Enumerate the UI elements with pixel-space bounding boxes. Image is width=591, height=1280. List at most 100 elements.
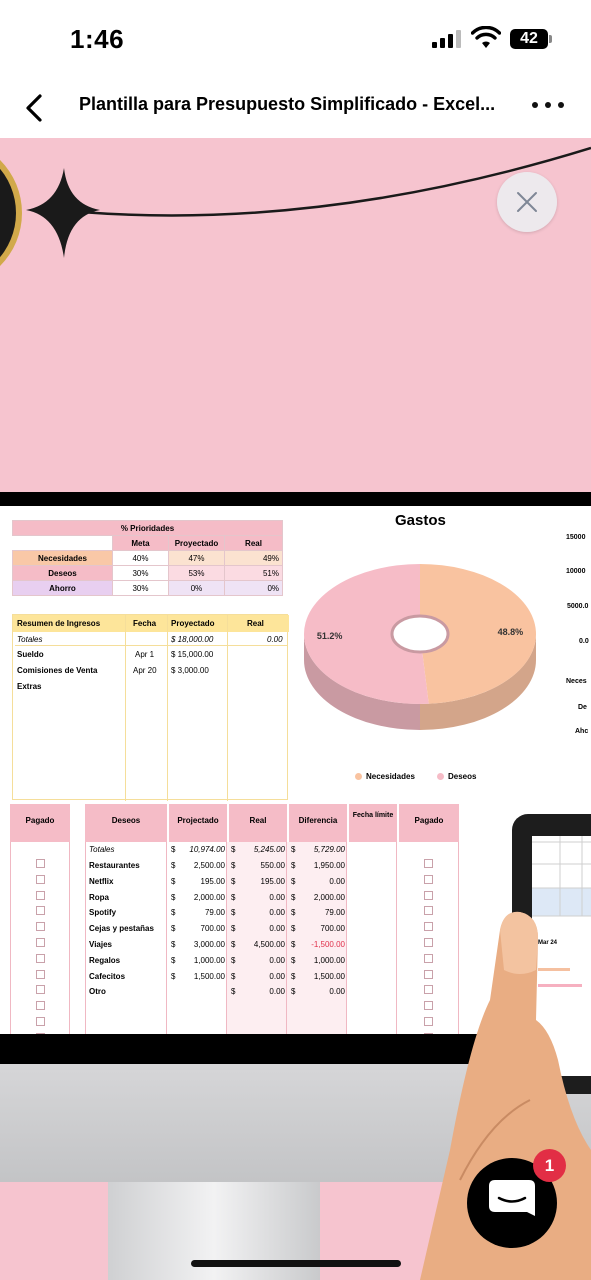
chat-icon (489, 1180, 535, 1216)
gastos-pie-chart: 48.8% 51.2% (304, 564, 537, 730)
decorative-star-line (26, 146, 591, 258)
back-chevron-icon[interactable] (20, 90, 48, 126)
paid-checkbox[interactable] (36, 1001, 45, 1011)
product-image: % Prioridades Meta Proyectado Real Neces… (0, 138, 591, 1280)
paid-checkbox[interactable] (424, 953, 433, 963)
nav-bar: Plantilla para Presupuesto Simplificado … (0, 80, 591, 138)
income-totals-real: 0.00 (267, 635, 283, 644)
table-row: Necesidades 40% 47% 49% (12, 550, 283, 566)
chat-notification-badge: 1 (533, 1149, 566, 1182)
axis-tick: 15000 (566, 534, 586, 541)
wish-row-label: Netflix (89, 876, 114, 886)
currency-symbol: $ (171, 955, 176, 965)
paid-checkbox[interactable] (424, 1017, 433, 1026)
paid-checkbox[interactable] (424, 938, 433, 947)
currency-symbol: $ (171, 940, 176, 949)
priorities-header-meta: Meta (112, 535, 169, 551)
header-label: Diferencia (298, 816, 338, 825)
axis-category: Ahc (575, 728, 589, 735)
more-options-icon[interactable] (530, 98, 566, 112)
wish-row-diff: 79.00 (324, 908, 345, 918)
wish-row-label: Otro (89, 987, 106, 997)
wish-row-proj: 195.00 (200, 876, 225, 886)
wish-row-diff: 1,950.00 (313, 861, 345, 870)
priority-real: 51% (224, 565, 283, 581)
axis-category: De (578, 704, 587, 711)
paid-checkbox[interactable] (424, 969, 433, 979)
chart-title: Gastos (395, 512, 446, 529)
paid-checkbox[interactable] (36, 985, 45, 995)
paid-checkbox[interactable] (424, 906, 433, 916)
currency-symbol: $ (231, 845, 236, 854)
wish-row-real: 0.00 (269, 955, 285, 965)
currency-symbol: $ (171, 861, 176, 870)
header-label: Fecha límite (352, 812, 394, 819)
income-row-fecha: Apr 20 (133, 666, 157, 675)
paid-checkbox[interactable] (424, 922, 433, 932)
wishes-totals-diff: 5,729.00 (313, 845, 345, 854)
wish-row-real: 0.00 (269, 971, 285, 981)
currency-symbol: $ (231, 924, 236, 934)
currency-symbol: $ (231, 971, 236, 981)
wish-row-diff: 1,500.00 (313, 971, 345, 981)
paid-checkbox[interactable] (424, 1032, 433, 1034)
paid-checkbox[interactable] (36, 874, 45, 884)
wish-row-real: 0.00 (269, 908, 285, 918)
status-bar: 1:46 42 (0, 0, 591, 80)
paid-checkbox[interactable] (36, 1032, 45, 1034)
wishes-totals-proj: 10,974.00 (189, 845, 225, 854)
monitor: % Prioridades Meta Proyectado Real Neces… (0, 492, 591, 1064)
currency-symbol: $ (291, 876, 296, 886)
paid-checkbox[interactable] (36, 1017, 45, 1026)
wishes-header-deseos: Deseos (85, 804, 167, 842)
paid-checkbox[interactable] (424, 859, 433, 868)
currency-symbol: $ (291, 924, 296, 934)
wish-row-proj: 1,500.00 (193, 971, 225, 981)
pie-hole (390, 614, 450, 654)
paid-checkbox[interactable] (36, 938, 45, 947)
wishes-header-proj: Projectado (169, 804, 227, 842)
currency-symbol: $ (291, 955, 296, 965)
currency-symbol: $ (231, 955, 236, 965)
currency-symbol: $ (291, 987, 296, 997)
wish-row-proj: 700.00 (200, 924, 225, 934)
priority-proyectado: 53% (168, 565, 225, 581)
wish-row-diff: 0.00 (329, 987, 345, 997)
wish-row-diff: -1,500.00 (311, 940, 345, 949)
wishes-totals-label: Totales (89, 845, 115, 854)
wifi-icon (471, 26, 501, 48)
paid-checkbox[interactable] (36, 922, 45, 932)
page-title: Plantilla para Presupuesto Simplificado … (79, 94, 496, 114)
income-header: Resumen de Ingresos Fecha Proyectado Rea… (13, 615, 289, 632)
currency-symbol: $ (171, 971, 176, 981)
close-button[interactable] (497, 172, 557, 232)
paid-checkbox[interactable] (424, 985, 433, 995)
currency-symbol: $ (171, 892, 176, 902)
currency-symbol: $ (291, 892, 296, 902)
table-row: Deseos 30% 53% 51% (12, 565, 283, 581)
currency-symbol: $ (171, 845, 176, 854)
paid-checkbox[interactable] (424, 874, 433, 884)
wish-row-real: 0.00 (269, 924, 285, 934)
priority-meta: 30% (112, 565, 169, 581)
wishes-header-real: Real (229, 804, 287, 842)
paid-checkbox[interactable] (36, 969, 45, 979)
priority-label: Necesidades (12, 550, 113, 566)
paid-header: Pagado (10, 804, 70, 842)
wish-row-label: Restaurantes (89, 861, 140, 870)
priorities-header-proyectado: Proyectado (168, 535, 225, 551)
paid-checkbox[interactable] (36, 890, 45, 900)
header-label: Real (249, 816, 267, 825)
paid-checkbox[interactable] (424, 890, 433, 900)
wish-row-label: Viajes (89, 940, 112, 949)
battery-tip (549, 35, 552, 43)
paid-checkbox[interactable] (424, 1001, 433, 1011)
wish-row-real: 0.00 (269, 892, 285, 902)
paid-checkbox[interactable] (36, 906, 45, 916)
wishes-totals-real: 5,245.00 (253, 845, 285, 854)
wish-row-proj: 2,500.00 (193, 861, 225, 870)
paid-checkbox[interactable] (36, 859, 45, 868)
header-label: Deseos (111, 816, 141, 825)
priorities-header-real: Real (224, 535, 283, 551)
paid-checkbox[interactable] (36, 953, 45, 963)
